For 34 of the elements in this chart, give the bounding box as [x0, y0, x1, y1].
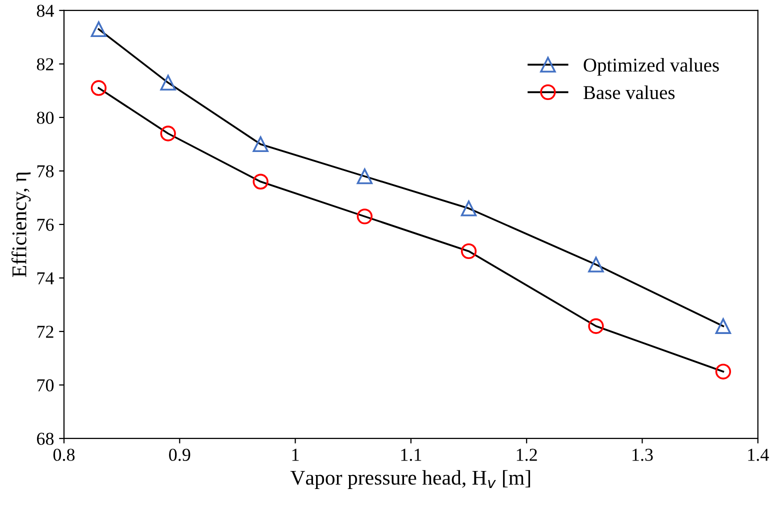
x-axis-title: Vapor pressure head, H$_{v}$ [m]	[290, 470, 530, 490]
point	[460, 243, 477, 260]
point	[460, 200, 477, 216]
y-tick-label: 84	[36, 4, 54, 17]
point	[252, 174, 268, 190]
x-tick-label: 1.3	[632, 448, 653, 461]
point	[715, 364, 732, 380]
y-tick-label: 80	[36, 112, 54, 124]
y-tick-label: 68	[36, 432, 54, 445]
point	[90, 80, 107, 96]
x-tick-label: 1.1	[401, 448, 422, 461]
point	[160, 126, 176, 142]
x-tick-label: 1.2	[516, 448, 537, 461]
point	[356, 168, 373, 184]
legend-label: Base values	[584, 85, 675, 100]
y-tick-label: 74	[37, 272, 54, 284]
y-tick-label: 82	[36, 58, 54, 70]
x-tick-label: 0.9	[169, 448, 190, 461]
x-tick-label: 1.4	[748, 448, 769, 461]
x-tick-label: 0.8	[53, 448, 75, 461]
point	[588, 318, 604, 334]
y-tick-label: 70	[37, 379, 54, 392]
x-tick-label: 1	[292, 448, 299, 461]
point	[588, 256, 604, 272]
point	[90, 21, 107, 38]
point	[715, 318, 732, 334]
y-axis-title: Efficiency, η	[11, 172, 31, 278]
y-tick-label: 78	[37, 165, 54, 178]
legend-label: Optimized values	[584, 58, 719, 76]
y-tick-label: 72	[37, 326, 54, 338]
point	[160, 74, 176, 91]
point	[252, 136, 268, 152]
y-tick-label: 76	[37, 218, 54, 231]
point	[356, 208, 373, 224]
